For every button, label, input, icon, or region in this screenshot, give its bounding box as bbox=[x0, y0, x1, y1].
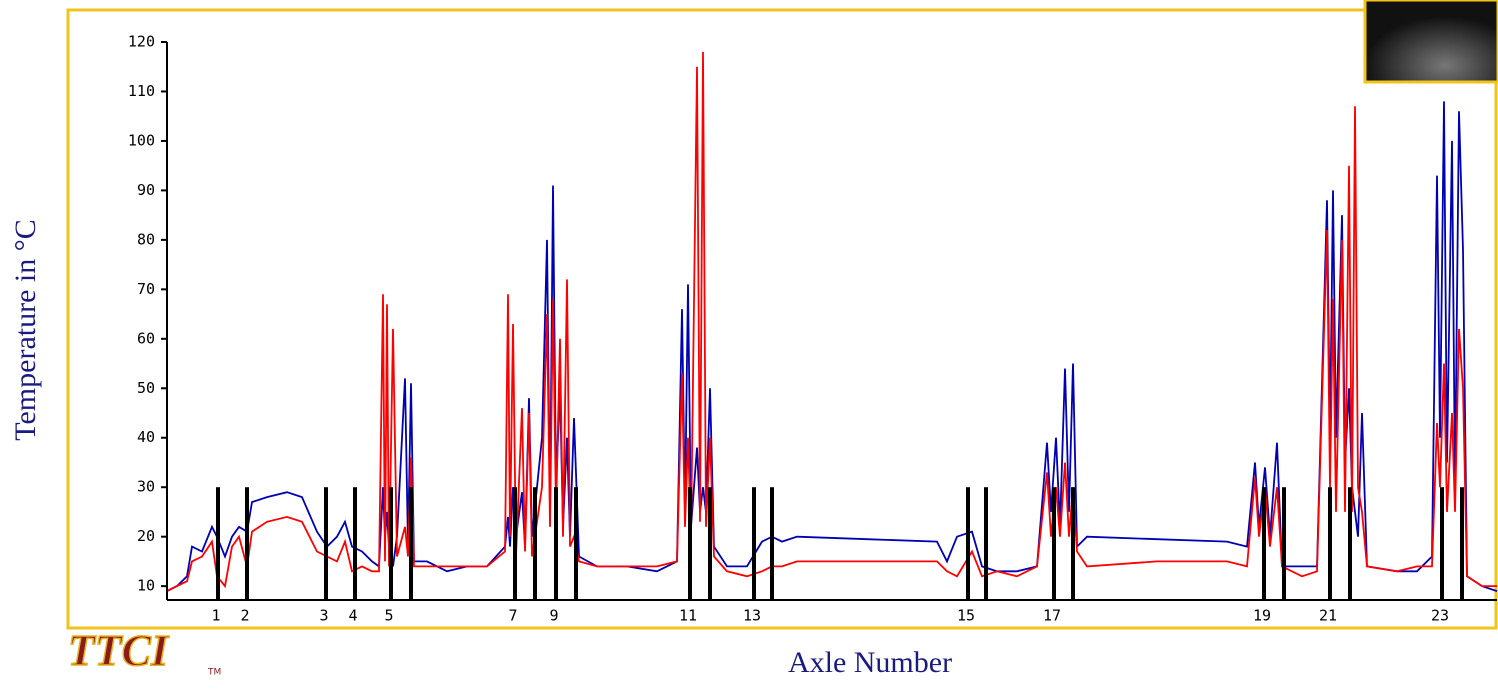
axle-marker bbox=[533, 487, 537, 600]
axle-marker bbox=[324, 487, 328, 600]
line-series bbox=[166, 101, 1498, 592]
y-tick-label: 10 bbox=[137, 577, 155, 595]
axle-marker bbox=[984, 487, 988, 600]
axle-marker bbox=[1440, 487, 1444, 600]
x-tick-label: 3 bbox=[319, 607, 328, 625]
axle-marker bbox=[1328, 487, 1332, 600]
axle-marker bbox=[1071, 487, 1075, 600]
axle-marker bbox=[1282, 487, 1286, 600]
y-tick-label: 120 bbox=[128, 33, 155, 51]
y-tick-label: 20 bbox=[137, 527, 155, 545]
y-tick-label: 30 bbox=[137, 478, 155, 496]
axle-marker bbox=[353, 487, 357, 600]
axle-marker bbox=[554, 487, 558, 600]
logo-mark: TM bbox=[207, 668, 221, 678]
thumbnail bbox=[1363, 0, 1498, 84]
axle-marker bbox=[1262, 487, 1266, 600]
axle-marker bbox=[1052, 487, 1056, 600]
x-tick-label: 5 bbox=[384, 607, 393, 625]
line-series bbox=[166, 51, 1497, 592]
x-tick-label: 1 bbox=[211, 607, 220, 625]
y-tick-label: 50 bbox=[137, 379, 155, 397]
axle-marker bbox=[770, 487, 774, 600]
x-tick-label: 13 bbox=[743, 607, 761, 625]
y-tick-label: 80 bbox=[137, 230, 155, 248]
axle-marker bbox=[1460, 487, 1464, 600]
x-tick-label: 7 bbox=[508, 607, 517, 625]
axle-marker bbox=[966, 487, 970, 600]
x-tick-label: 9 bbox=[549, 607, 558, 625]
x-tick-label: 11 bbox=[679, 607, 697, 625]
axle-marker bbox=[245, 487, 249, 600]
x-tick-label: 2 bbox=[240, 607, 249, 625]
axle-marker bbox=[513, 487, 517, 600]
axle-marker bbox=[409, 487, 413, 600]
y-axis-label: Temperature in °C bbox=[9, 219, 42, 440]
x-tick-label: 15 bbox=[957, 607, 975, 625]
axle-marker bbox=[688, 487, 692, 600]
axle-marker bbox=[708, 487, 712, 600]
axle-marker bbox=[752, 487, 756, 600]
axle-marker bbox=[574, 487, 578, 600]
y-tick-label: 60 bbox=[137, 329, 155, 347]
axle-marker bbox=[389, 487, 393, 600]
y-tick-label: 40 bbox=[137, 428, 155, 446]
axle-marker bbox=[1348, 487, 1352, 600]
x-axis-label: Axle Number bbox=[788, 646, 952, 679]
x-tick-label: 17 bbox=[1043, 607, 1061, 625]
logo: TTCI bbox=[68, 626, 170, 675]
axle-marker bbox=[216, 487, 220, 600]
x-tick-label: 4 bbox=[348, 607, 357, 625]
x-tick-label: 23 bbox=[1431, 607, 1449, 625]
x-tick-label: 21 bbox=[1319, 607, 1337, 625]
plot-frame bbox=[66, 8, 1498, 630]
x-tick-label: 19 bbox=[1253, 607, 1271, 625]
y-tick-label: 100 bbox=[128, 131, 155, 149]
y-tick-label: 70 bbox=[137, 280, 155, 298]
y-tick-label: 90 bbox=[137, 181, 155, 199]
y-tick-label: 110 bbox=[128, 82, 155, 100]
